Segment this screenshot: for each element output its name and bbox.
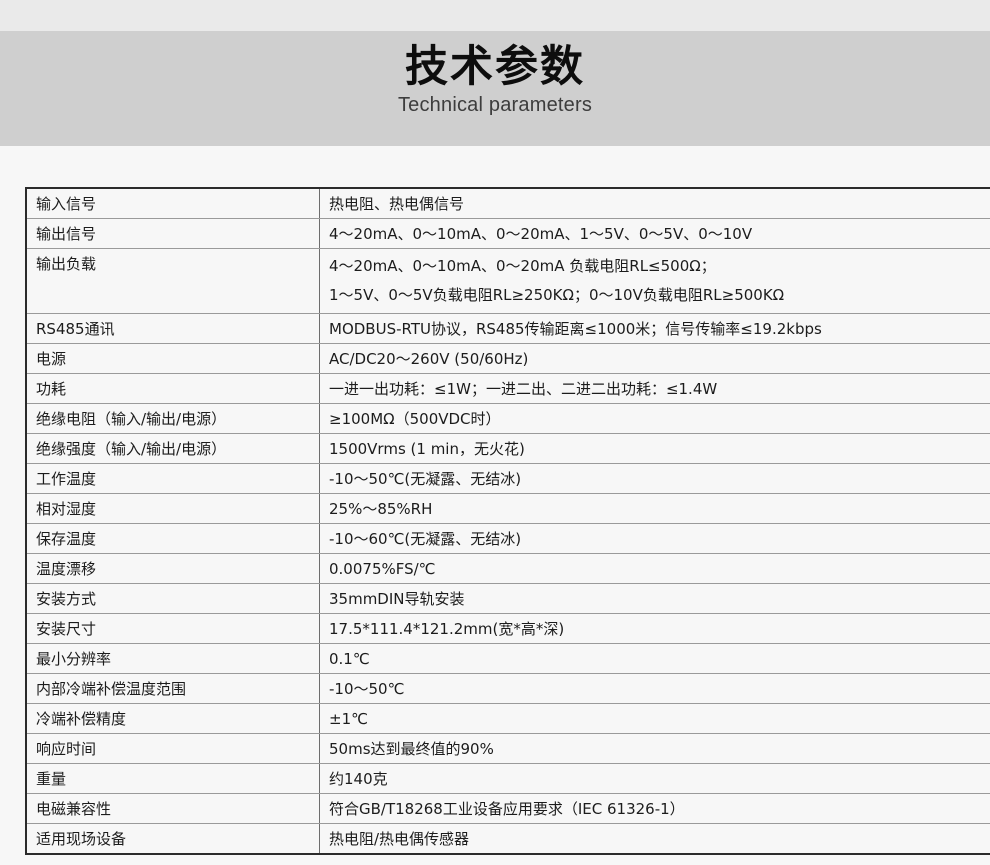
table-row: 相对湿度 25%～85%RH <box>26 493 990 524</box>
spec-table-body: 输入信号 热电阻、热电偶信号 输出信号 4～20mA、0～10mA、0～20mA… <box>26 188 990 854</box>
row-label: 适用现场设备 <box>26 823 320 854</box>
table-row: 安装尺寸 17.5*111.4*121.2mm(宽*高*深) <box>26 613 990 644</box>
row-label: 输入信号 <box>26 188 320 219</box>
row-value: 0.0075%FS/℃ <box>319 553 990 584</box>
table-row: 电源 AC/DC20～260V (50/60Hz) <box>26 343 990 374</box>
table-row: RS485通讯 MODBUS-RTU协议，RS485传输距离≤1000米；信号传… <box>26 313 990 344</box>
table-row: 绝缘电阻（输入/输出/电源） ≥100MΩ（500VDC时） <box>26 403 990 434</box>
table-row: 输出信号 4～20mA、0～10mA、0～20mA、1～5V、0～5V、0～10… <box>26 218 990 249</box>
row-label: 安装方式 <box>26 583 320 614</box>
row-label: 最小分辨率 <box>26 643 320 674</box>
spec-table-container: 输入信号 热电阻、热电偶信号 输出信号 4～20mA、0～10mA、0～20mA… <box>25 187 990 855</box>
row-label: 冷端补偿精度 <box>26 703 320 734</box>
row-value: 50ms达到最终值的90% <box>319 733 990 764</box>
row-value: 35mmDIN导轨安装 <box>319 583 990 614</box>
row-value: 热电阻/热电偶传感器 <box>319 823 990 854</box>
table-row: 重量 约140克 <box>26 763 990 794</box>
row-value: AC/DC20～260V (50/60Hz) <box>319 343 990 374</box>
table-row: 输出负载 4～20mA、0～10mA、0～20mA 负载电阻RL≤500Ω； 1… <box>26 248 990 314</box>
table-row: 内部冷端补偿温度范围 -10～50℃ <box>26 673 990 704</box>
row-label: 工作温度 <box>26 463 320 494</box>
table-row: 工作温度 -10～50℃(无凝露、无结冰) <box>26 463 990 494</box>
row-label: 输出负载 <box>26 248 320 314</box>
row-label: 内部冷端补偿温度范围 <box>26 673 320 704</box>
row-value: 符合GB/T18268工业设备应用要求（IEC 61326-1） <box>319 793 990 824</box>
row-label: RS485通讯 <box>26 313 320 344</box>
row-value-line: 1～5V、0～5V负载电阻RL≥250KΩ；0～10V负载电阻RL≥500KΩ <box>329 286 785 304</box>
table-row: 响应时间 50ms达到最终值的90% <box>26 733 990 764</box>
table-row: 适用现场设备 热电阻/热电偶传感器 <box>26 823 990 854</box>
table-row: 保存温度 -10～60℃(无凝露、无结冰) <box>26 523 990 554</box>
row-value: 一进一出功耗：≤1W；一进二出、二进二出功耗：≤1.4W <box>319 373 990 404</box>
row-value: ≥100MΩ（500VDC时） <box>319 403 990 434</box>
row-label: 功耗 <box>26 373 320 404</box>
spec-table: 输入信号 热电阻、热电偶信号 输出信号 4～20mA、0～10mA、0～20mA… <box>25 187 990 855</box>
row-value-line: 4～20mA、0～10mA、0～20mA 负载电阻RL≤500Ω； <box>329 257 716 275</box>
row-label: 绝缘强度（输入/输出/电源） <box>26 433 320 464</box>
row-value: ±1℃ <box>319 703 990 734</box>
row-value: -10～60℃(无凝露、无结冰) <box>319 523 990 554</box>
row-value: 0.1℃ <box>319 643 990 674</box>
row-value: 25%～85%RH <box>319 493 990 524</box>
table-row: 最小分辨率 0.1℃ <box>26 643 990 674</box>
row-value: -10～50℃ <box>319 673 990 704</box>
row-label: 绝缘电阻（输入/输出/电源） <box>26 403 320 434</box>
row-value: 4～20mA、0～10mA、0～20mA、1～5V、0～5V、0～10V <box>319 218 990 249</box>
table-row: 冷端补偿精度 ±1℃ <box>26 703 990 734</box>
table-row: 电磁兼容性 符合GB/T18268工业设备应用要求（IEC 61326-1） <box>26 793 990 824</box>
row-value: -10～50℃(无凝露、无结冰) <box>319 463 990 494</box>
row-label: 保存温度 <box>26 523 320 554</box>
row-label: 安装尺寸 <box>26 613 320 644</box>
row-label: 温度漂移 <box>26 553 320 584</box>
table-row: 绝缘强度（输入/输出/电源） 1500Vrms (1 min，无火花) <box>26 433 990 464</box>
header-band: 技术参数 Technical parameters <box>0 31 990 146</box>
row-value: 17.5*111.4*121.2mm(宽*高*深) <box>319 613 990 644</box>
table-row: 安装方式 35mmDIN导轨安装 <box>26 583 990 614</box>
row-label: 相对湿度 <box>26 493 320 524</box>
row-value: 热电阻、热电偶信号 <box>319 188 990 219</box>
page-subtitle: Technical parameters <box>397 94 593 116</box>
row-label: 重量 <box>26 763 320 794</box>
page-title: 技术参数 <box>405 42 585 92</box>
row-label: 电源 <box>26 343 320 374</box>
top-strip <box>0 0 990 31</box>
row-value: 4～20mA、0～10mA、0～20mA 负载电阻RL≤500Ω； 1～5V、0… <box>319 248 990 314</box>
row-value: 约140克 <box>319 763 990 794</box>
table-row: 温度漂移 0.0075%FS/℃ <box>26 553 990 584</box>
row-label: 电磁兼容性 <box>26 793 320 824</box>
table-row: 功耗 一进一出功耗：≤1W；一进二出、二进二出功耗：≤1.4W <box>26 373 990 404</box>
table-row: 输入信号 热电阻、热电偶信号 <box>26 188 990 219</box>
row-label: 输出信号 <box>26 218 320 249</box>
row-value: MODBUS-RTU协议，RS485传输距离≤1000米；信号传输率≤19.2k… <box>319 313 990 344</box>
row-label: 响应时间 <box>26 733 320 764</box>
row-value: 1500Vrms (1 min，无火花) <box>319 433 990 464</box>
